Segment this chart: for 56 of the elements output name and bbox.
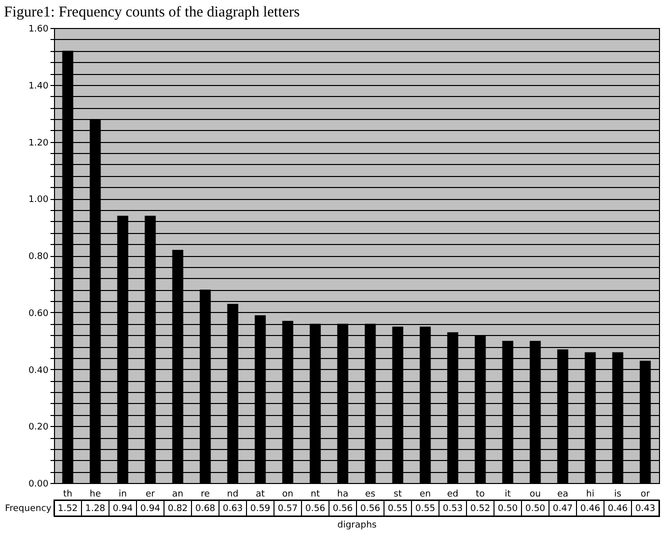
x-tick-label: st <box>394 490 402 500</box>
y-tick-label: 0.60 <box>28 308 49 319</box>
x-tick-label: is <box>614 490 622 500</box>
x-tick-label: it <box>504 490 512 500</box>
y-tick-label: 0.40 <box>28 366 49 376</box>
x-tick-label: at <box>256 490 266 500</box>
data-label: 0.82 <box>168 504 188 514</box>
data-label: 0.52 <box>470 504 490 514</box>
x-tick-label: ha <box>337 490 348 500</box>
data-label: 0.68 <box>195 504 216 514</box>
data-label: 0.59 <box>250 504 271 514</box>
x-tick-label: an <box>172 490 184 500</box>
y-tick-label: 1.20 <box>28 138 49 148</box>
x-tick-label: ou <box>530 490 541 500</box>
y-tick-label: 0.80 <box>28 252 49 262</box>
x-tick-label: es <box>365 490 376 500</box>
x-tick-label: or <box>640 490 650 500</box>
x-tick-label: th <box>63 490 72 500</box>
x-tick-label: er <box>146 490 156 500</box>
y-tick-label: 1.00 <box>28 195 49 206</box>
data-label: 0.55 <box>388 504 408 514</box>
data-label: 0.50 <box>525 504 546 514</box>
y-tick-label: 0.20 <box>28 422 49 433</box>
data-label: 0.50 <box>498 504 518 514</box>
y-tick-label: 1.40 <box>28 81 49 92</box>
chart-title: Figure1: Frequency counts of the diagraph letters <box>4 4 300 20</box>
data-label: 1.52 <box>58 504 78 514</box>
y-tick-label: 1.60 <box>28 24 49 34</box>
data-label: 1.28 <box>85 504 106 514</box>
x-axis-title: digraphs <box>337 520 377 530</box>
data-label: 0.94 <box>140 504 161 514</box>
x-tick-label: en <box>420 490 431 500</box>
data-label: 0.57 <box>278 504 298 514</box>
data-label: 0.53 <box>442 504 463 514</box>
y-tick-label: 0.00 <box>28 480 49 490</box>
x-tick-label: nt <box>310 490 320 500</box>
data-label: 0.55 <box>415 504 436 514</box>
x-tick-label: ea <box>557 490 568 500</box>
x-tick-label: he <box>90 490 102 500</box>
data-label: 0.94 <box>112 504 134 514</box>
x-tick-label: on <box>282 490 294 500</box>
x-tick-label: hi <box>586 490 594 500</box>
data-label: 0.46 <box>580 504 601 514</box>
data-label: 0.56 <box>332 504 354 514</box>
data-label: 0.56 <box>305 504 326 514</box>
x-tick-label: to <box>476 490 486 500</box>
x-tick-label: nd <box>227 490 238 500</box>
x-tick-label: re <box>200 490 210 500</box>
data-label: 0.56 <box>360 504 381 514</box>
data-label: 0.63 <box>222 504 243 514</box>
legend-label: Frequency <box>5 504 52 514</box>
data-label: 0.46 <box>608 504 628 514</box>
x-tick-label: ed <box>447 490 458 500</box>
data-label: 0.43 <box>635 504 656 514</box>
x-tick-label: in <box>118 490 127 500</box>
data-label: 0.47 <box>552 504 573 514</box>
